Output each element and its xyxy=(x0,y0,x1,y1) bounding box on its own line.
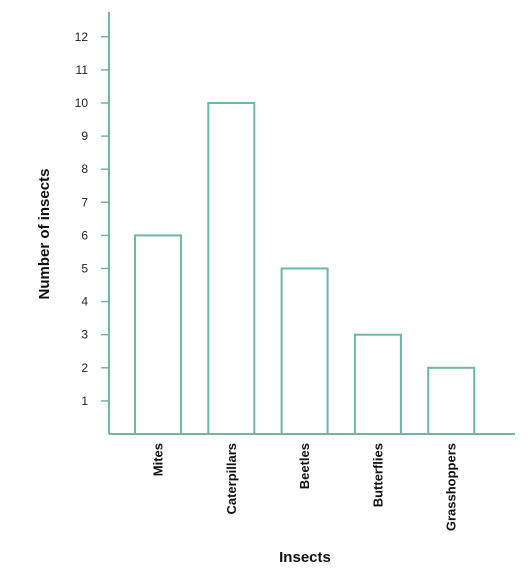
category-labels: Mites Caterpillars Beetles Butterflies Grass… xyxy=(151,443,459,531)
bar-caterpillars xyxy=(207,102,256,435)
x-axis-title: Insects xyxy=(279,549,331,566)
y-tick-label: 4 xyxy=(81,295,88,309)
x-category-label: Beetles xyxy=(297,443,312,489)
y-axis-title: Number of insects xyxy=(36,169,53,300)
x-category-label: Butterflies xyxy=(370,443,385,507)
bar-beetles xyxy=(280,267,329,435)
y-tick-label: 2 xyxy=(81,361,88,375)
bar-grasshoppers xyxy=(427,366,476,435)
y-tick-label: 3 xyxy=(81,328,88,342)
bars xyxy=(134,102,476,436)
bar-butterflies xyxy=(353,333,402,436)
x-category-label: Caterpillars xyxy=(224,443,239,515)
y-tick-label: 9 xyxy=(81,129,88,143)
y-tick-label: 12 xyxy=(75,30,89,44)
x-category-label: Grasshoppers xyxy=(444,443,459,531)
y-tick-label: 8 xyxy=(81,162,88,176)
y-tick-label: 6 xyxy=(81,228,88,242)
x-category-label: Mites xyxy=(151,443,166,476)
y-tick-label: 1 xyxy=(81,394,88,408)
y-tick-label: 5 xyxy=(81,262,88,276)
y-tick-label: 11 xyxy=(76,63,89,77)
bar-mites xyxy=(134,234,182,435)
y-tick-label: 7 xyxy=(81,195,88,209)
y-tick-label: 10 xyxy=(75,96,89,110)
